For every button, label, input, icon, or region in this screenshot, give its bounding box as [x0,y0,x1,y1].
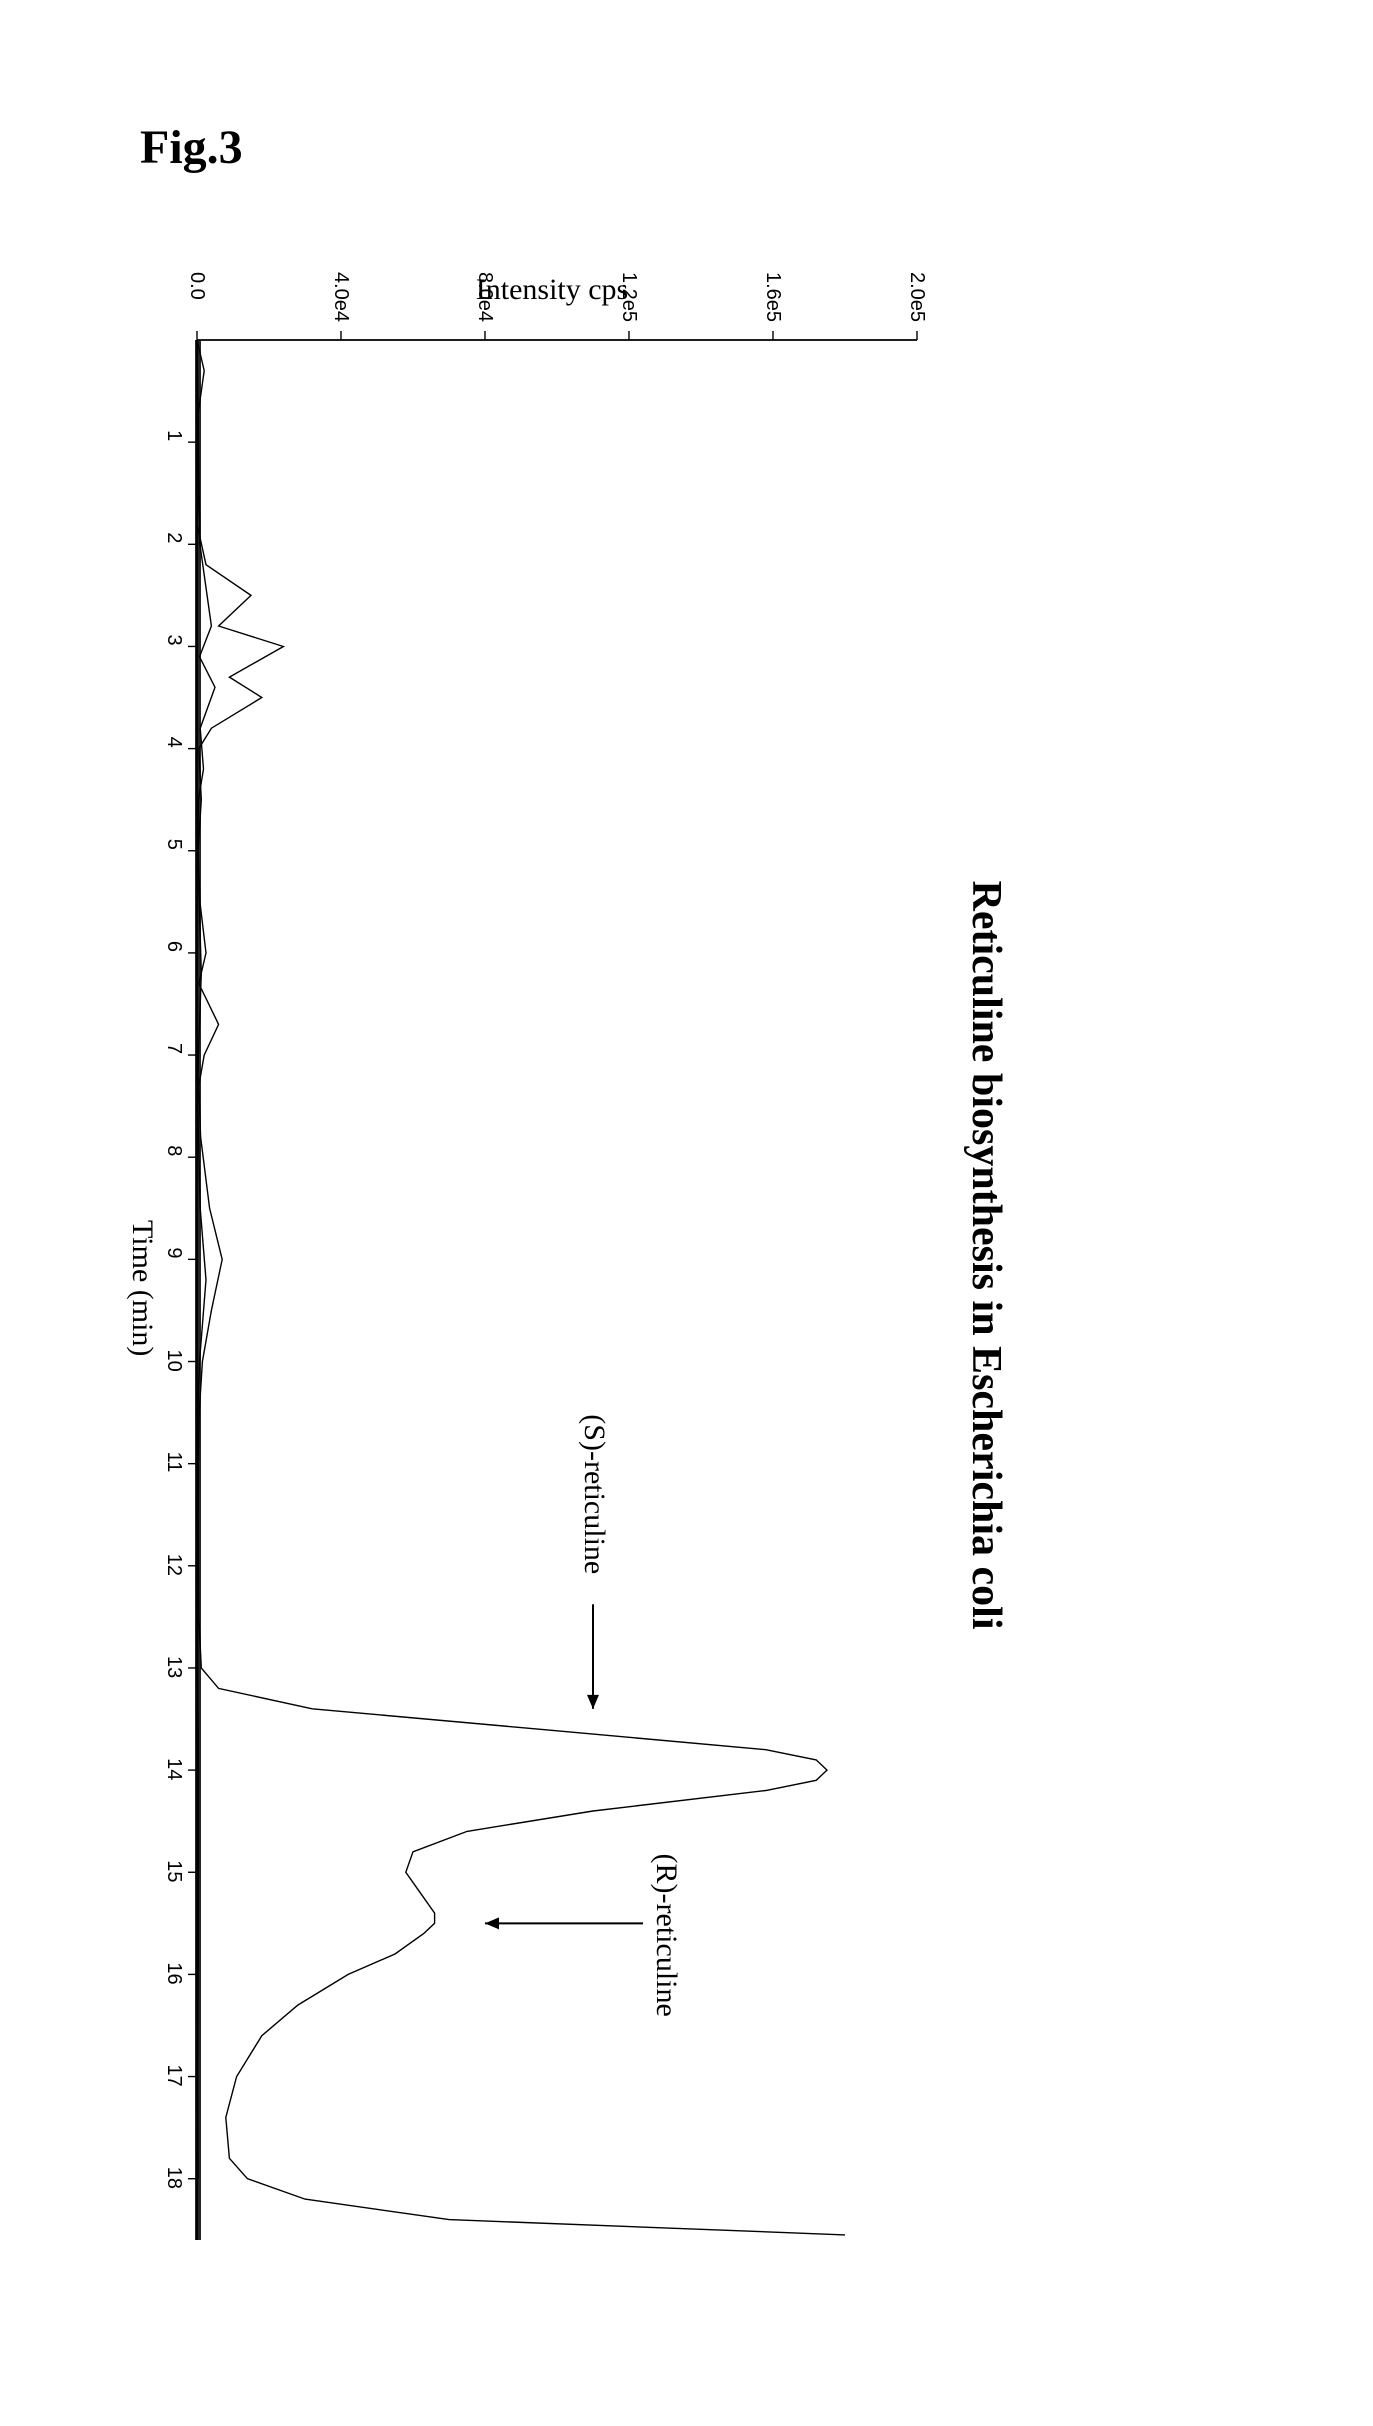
x-tick-label: 1 [162,430,185,441]
chromatogram-plot: Intensity cps Time (min) 123456789101112… [107,240,937,2270]
plot-svg [107,240,937,2270]
chart-title: Reticuline biosynthesis in Escherichia c… [962,240,1010,2270]
chart-container: Reticuline biosynthesis in Escherichia c… [107,240,1010,2270]
x-tick-label: 5 [162,839,185,850]
figure-label: Fig.3 [140,120,243,175]
x-tick-label: 13 [162,1656,185,1678]
x-tick-label: 4 [162,737,185,748]
x-tick-label: 16 [162,1962,185,1984]
x-tick-label: 17 [162,2065,185,2087]
x-axis-label: Time (min) [125,1220,159,1356]
x-tick-label: 14 [162,1758,185,1780]
y-tick-label: 4.0e4 [329,272,352,326]
peak-annotation: (R)-reticuline [649,1854,683,2017]
x-tick-label: 11 [162,1452,185,1473]
x-tick-label: 9 [162,1247,185,1258]
peak-annotation: (S)-reticuline [577,1414,611,1574]
x-tick-label: 12 [162,1554,185,1576]
x-tick-label: 7 [162,1043,185,1054]
y-tick-label: 8.0e4 [473,272,496,326]
y-tick-label: 0.0 [185,272,208,326]
x-tick-label: 3 [162,634,185,645]
y-tick-label: 1.2e5 [617,272,640,326]
x-tick-label: 8 [162,1145,185,1156]
x-tick-label: 10 [162,1350,185,1372]
x-tick-label: 18 [162,2167,185,2189]
x-tick-label: 6 [162,941,185,952]
x-tick-label: 15 [162,1860,185,1882]
y-tick-label: 1.6e5 [761,272,784,326]
y-tick-label: 2.0e5 [905,272,928,326]
x-tick-label: 2 [162,532,185,543]
